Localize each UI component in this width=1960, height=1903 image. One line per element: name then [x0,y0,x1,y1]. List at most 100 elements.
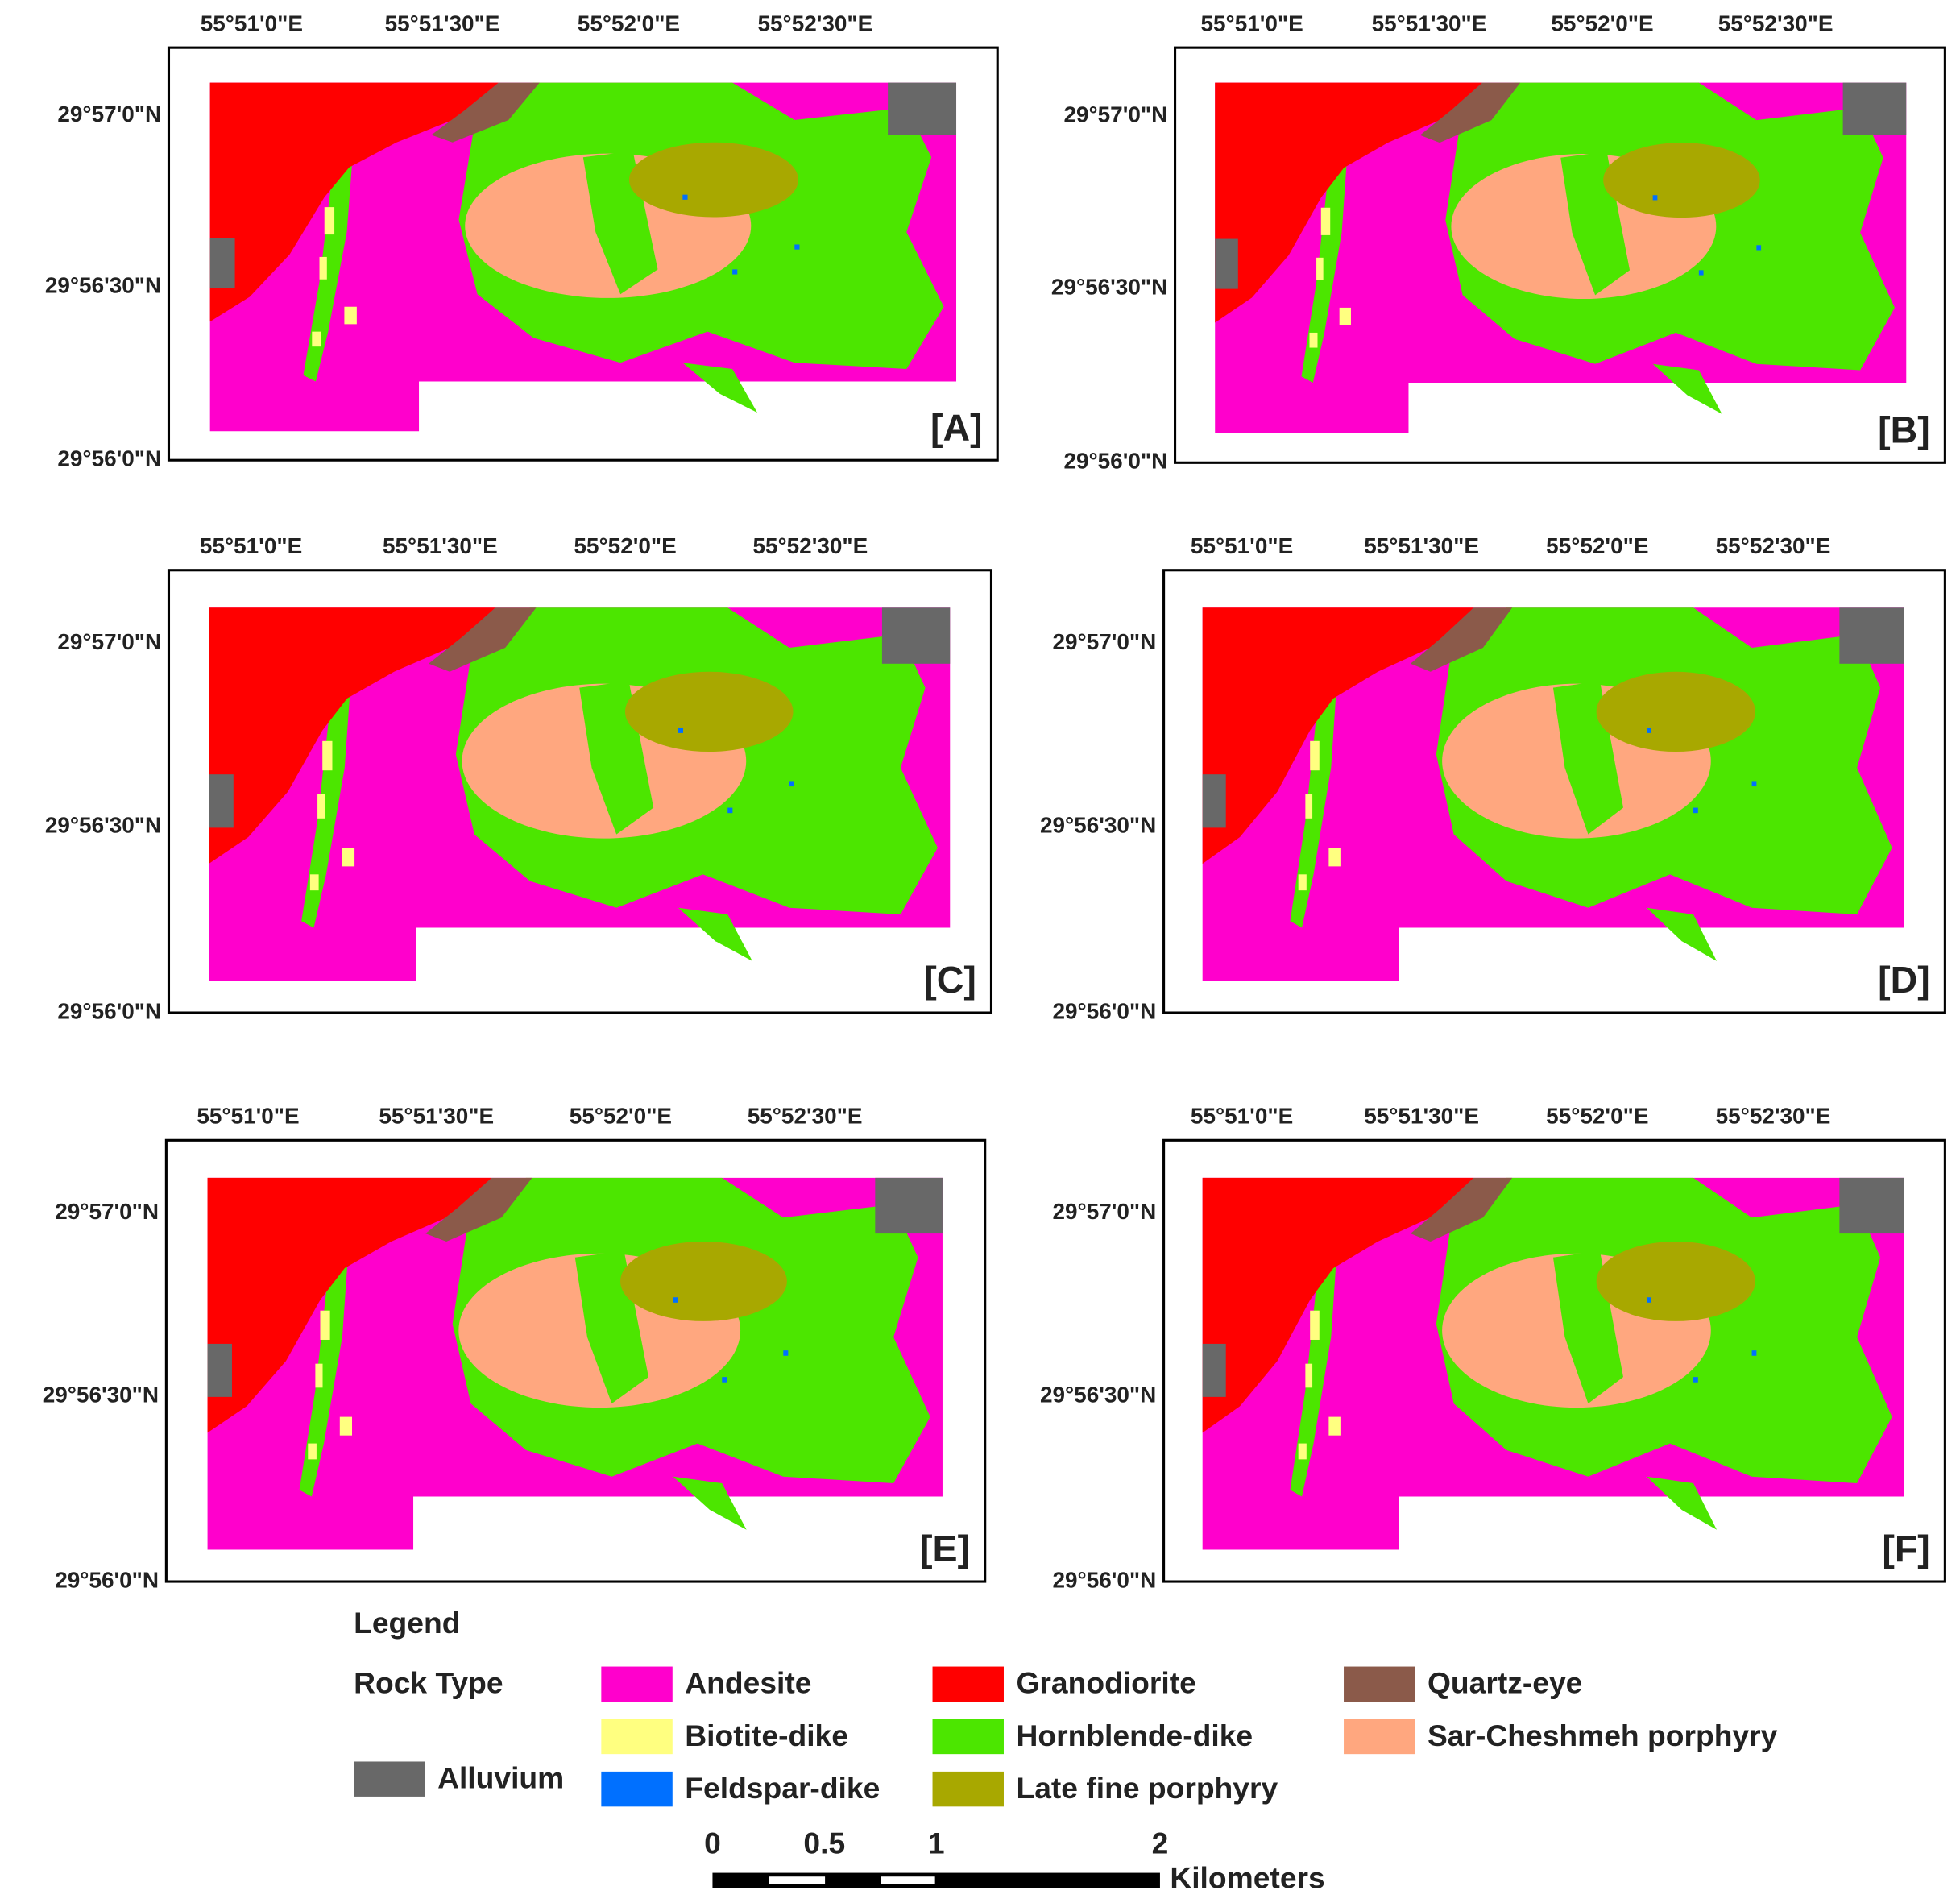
granodiorite [209,607,495,864]
longitude-label: 55°52'30"E [1716,533,1831,558]
map-panel: 55°51'0"E 55°51'30"E 55°52'0"E 55°52'30"E 29… [1051,11,1946,474]
alluvium [888,82,957,135]
late-fine-porphyry [1596,1241,1755,1321]
hornblende-dike [1301,151,1348,383]
hornblende-dike [673,1476,747,1530]
longitude-label: 55°52'30"E [758,11,873,36]
biotite-dike [320,1310,330,1340]
panel-label: [E] [920,1528,970,1569]
biotite-dike [339,1416,353,1436]
alluvium [1842,82,1907,135]
granodiorite [207,1177,492,1433]
legend-label: Alluvium [437,1761,564,1795]
map-panel: 55°51'0"E 55°51'30"E 55°52'0"E 55°52'30"E 29… [1040,533,1946,1023]
map-panel: 55°51'0"E 55°51'30"E 55°52'0"E 55°52'30"E 29… [45,533,993,1023]
biotite-dike [1305,794,1313,819]
legend-label: Biotite-dike [685,1719,848,1752]
map-panel: 55°51'0"E 55°51'30"E 55°52'0"E 55°52'30"E 29… [45,11,999,471]
feldspar-dike [678,728,684,733]
legend-swatch [354,1761,425,1797]
feldspar-dike [673,1297,678,1303]
legend-swatch [601,1666,673,1702]
longitude-label: 55°52'0"E [1551,11,1653,36]
latitude-label: 29°56'30"N [1051,274,1167,299]
alluvium [209,238,235,288]
longitude-label: 55°52'30"E [1718,11,1834,36]
latitude-label: 29°56'30"N [1040,1382,1156,1407]
biotite-dike [1320,207,1331,235]
biotite-dike [319,256,327,280]
feldspar-dike [1751,1350,1757,1356]
panel-label: [B] [1878,408,1930,450]
latitude-label: 29°56'30"N [43,1382,159,1407]
quartz-eye [1410,607,1513,672]
feldspar-dike [789,781,795,787]
legend-swatch [601,1771,673,1807]
late-fine-porphyry [620,1241,787,1321]
latitude-label: 29°56'0"N [1053,1567,1157,1592]
longitude-label: 55°51'0"E [1191,1104,1293,1129]
late-fine-porphyry [1596,671,1755,752]
biotite-dike [344,306,357,325]
biotite-dike [1305,1363,1313,1388]
hornblende-dike [1646,1476,1718,1530]
latitude-label: 29°56'30"N [45,813,161,838]
panel-label: [C] [924,959,976,1001]
hornblende-dike [682,363,757,413]
longitude-label: 55°51'0"E [200,533,302,558]
longitude-label: 55°51'30"E [379,1104,494,1129]
legend-label: Quartz-eye [1428,1666,1582,1700]
longitude-label: 55°52'30"E [748,1104,863,1129]
legend-swatch [932,1666,1004,1702]
biotite-dike [1339,307,1351,325]
panel-label: [A] [930,406,983,448]
biotite-dike [1298,874,1307,891]
feldspar-dike [1693,1377,1698,1383]
biotite-dike [309,874,319,891]
latitude-label: 29°56'0"N [1053,998,1157,1023]
legend-title: Legend [354,1606,460,1640]
biotite-dike [312,331,321,347]
geology-map [207,1177,943,1550]
alluvium [209,774,234,828]
latitude-label: 29°56'0"N [55,1567,159,1592]
scale-bar-segment [769,1876,826,1884]
legend-label: Sar-Cheshmeh porphyry [1428,1719,1778,1752]
latitude-label: 29°56'0"N [57,998,161,1023]
hornblende-dike [1652,363,1722,414]
legend-label: Granodiorite [1016,1666,1195,1700]
longitude-label: 55°52'30"E [752,533,868,558]
quartz-eye [431,82,540,143]
longitude-label: 55°51'30"E [1364,1104,1479,1129]
feldspar-dike [1652,195,1658,201]
latitude-label: 29°57'0"N [57,629,161,654]
alluvium [1202,1343,1226,1397]
latitude-label: 29°56'0"N [57,446,161,471]
biotite-dike [1328,1416,1341,1436]
scale-tick-label: 0 [704,1826,721,1859]
latitude-label: 29°57'0"N [1063,102,1167,127]
latitude-label: 29°56'30"N [45,273,161,298]
alluvium [1202,774,1226,828]
legend-label: Late fine porphyry [1016,1771,1278,1805]
legend-label: Feldspar-dike [685,1771,880,1805]
biotite-dike [1309,332,1318,348]
longitude-label: 55°51'0"E [1201,11,1303,36]
granodiorite [1215,82,1482,323]
longitude-label: 55°51'30"E [383,533,498,558]
quartz-eye [429,607,537,672]
longitude-label: 55°52'0"E [570,1104,672,1129]
latitude-label: 29°57'0"N [1053,629,1157,654]
alluvium [881,607,951,664]
quartz-eye [425,1177,532,1242]
legend-swatch [932,1771,1004,1807]
panel-label: [F] [1882,1528,1929,1569]
longitude-label: 55°51'0"E [197,1104,299,1129]
latitude-label: 29°57'0"N [57,102,161,126]
geology-map [209,82,957,432]
biotite-dike [342,848,355,867]
alluvium [207,1343,232,1397]
feldspar-dike [1646,1297,1651,1303]
legend-swatch [932,1719,1004,1755]
longitude-label: 55°51'30"E [385,11,500,36]
